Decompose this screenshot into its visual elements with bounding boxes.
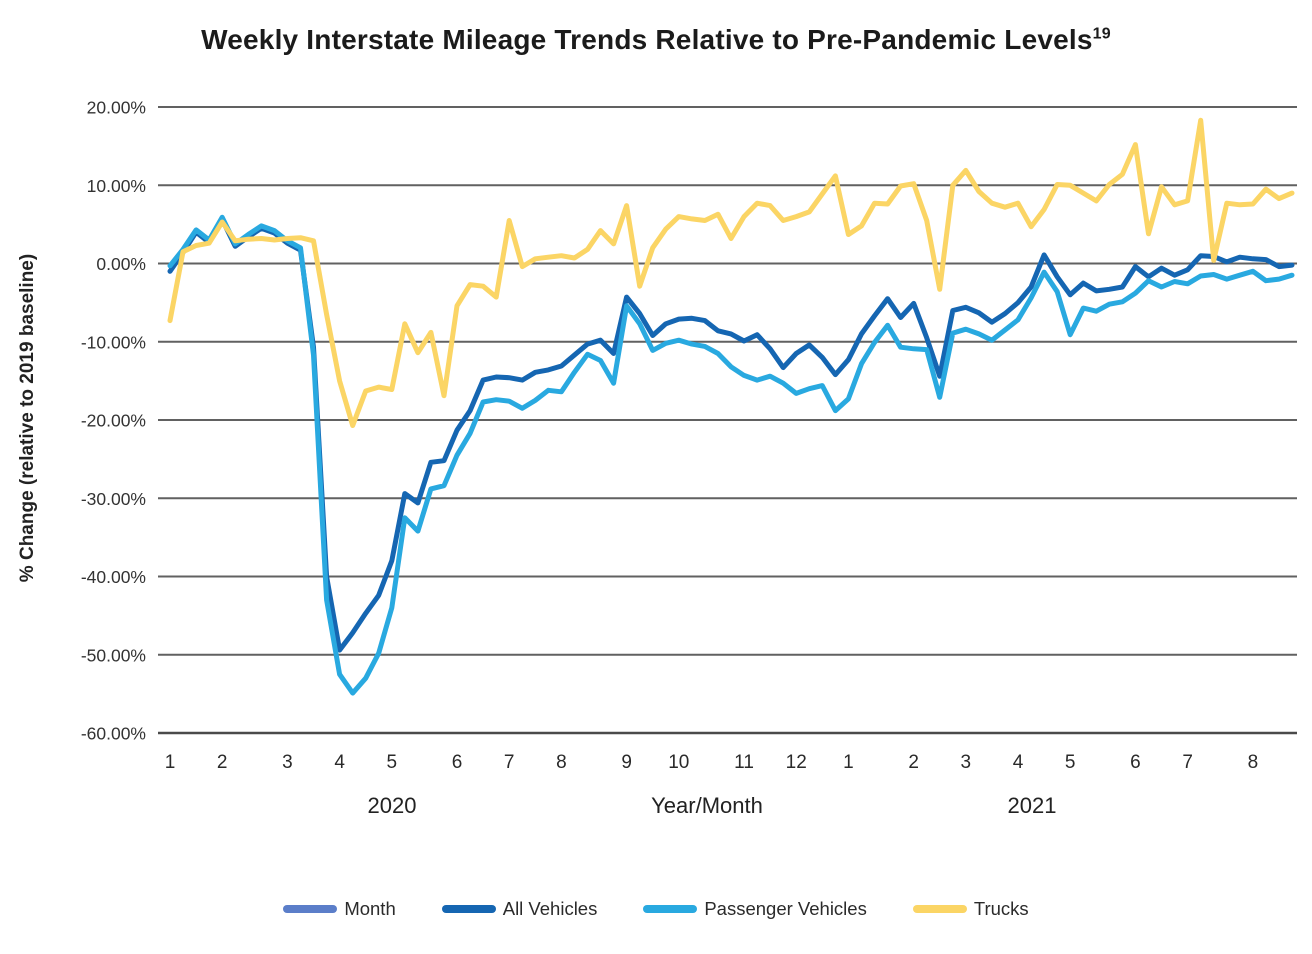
legend-item-all-vehicles: All Vehicles xyxy=(441,898,598,920)
legend-label-passenger-vehicles: Passenger Vehicles xyxy=(704,898,867,919)
y-tick-label-0: 0.00% xyxy=(96,254,146,274)
x-month-label-19: 8 xyxy=(1248,752,1259,773)
x-month-label-18: 7 xyxy=(1182,752,1193,773)
y-axis-title: % Change (relative to 2019 baseline) xyxy=(17,253,38,583)
chart-title: Weekly Interstate Mileage Trends Relativ… xyxy=(0,24,1312,56)
y-tick-label--50: -50.00% xyxy=(81,645,146,665)
legend-item-month: Month xyxy=(283,898,396,920)
x-month-label-17: 6 xyxy=(1130,752,1141,773)
x-month-label-13: 2 xyxy=(908,752,919,773)
x-month-label-3: 4 xyxy=(334,752,345,773)
x-month-label-0: 1 xyxy=(165,752,176,773)
x-month-label-16: 5 xyxy=(1065,752,1076,773)
x-month-label-5: 6 xyxy=(452,752,463,773)
legend-label-trucks: Trucks xyxy=(973,898,1029,919)
x-month-label-14: 3 xyxy=(961,752,972,773)
x-month-label-8: 9 xyxy=(621,752,632,773)
chart-title-text: Weekly Interstate Mileage Trends Relativ… xyxy=(201,24,1093,55)
legend-swatch-all-vehicles xyxy=(441,905,496,913)
series-line-trucks xyxy=(167,117,1295,428)
chart-legend: Month All Vehicles Passenger Vehicles Truck… xyxy=(0,898,1312,920)
legend-label-all-vehicles: All Vehicles xyxy=(502,898,598,919)
x-month-label-12: 1 xyxy=(843,752,854,773)
x-axis-title: Year/Month xyxy=(651,793,763,818)
legend-swatch-passenger-vehicles xyxy=(643,905,698,913)
x-month-label-11: 12 xyxy=(786,752,807,773)
series-line-passenger-vehicles xyxy=(167,214,1295,696)
y-tick-label-20: 20.00% xyxy=(87,98,146,118)
y-tick-label-10: 10.00% xyxy=(87,176,146,196)
y-tick-label--30: -30.00% xyxy=(81,489,146,509)
x-month-label-9: 10 xyxy=(668,752,689,773)
x-year-label-2020: 2020 xyxy=(367,793,417,818)
x-month-label-15: 4 xyxy=(1013,752,1024,773)
legend-swatch-month xyxy=(283,905,338,913)
legend-label-month: Month xyxy=(344,898,396,919)
y-tick-label--40: -40.00% xyxy=(81,567,146,587)
x-year-label-2021: 2021 xyxy=(1007,793,1057,818)
x-month-label-10: 11 xyxy=(734,752,754,773)
legend-item-passenger-vehicles: Passenger Vehicles xyxy=(643,898,867,920)
x-month-label-7: 8 xyxy=(556,752,567,773)
y-tick-label--20: -20.00% xyxy=(81,411,146,431)
y-tick-label--10: -10.00% xyxy=(81,332,146,352)
series-line-all-vehicles xyxy=(167,217,1295,653)
y-tick-label--60: -60.00% xyxy=(81,724,146,744)
chart-title-footnote-superscript: 19 xyxy=(1092,25,1111,43)
legend-swatch-trucks xyxy=(912,905,967,913)
x-month-label-6: 7 xyxy=(504,752,515,773)
x-month-label-4: 5 xyxy=(387,752,398,773)
x-month-label-2: 3 xyxy=(282,752,293,773)
x-month-label-1: 2 xyxy=(217,752,228,773)
legend-item-trucks: Trucks xyxy=(912,898,1029,920)
